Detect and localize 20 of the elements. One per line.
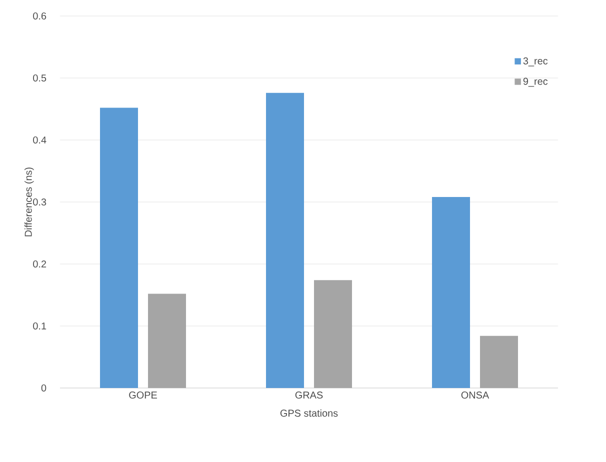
y-tick-label: 0.3 xyxy=(33,198,46,206)
bar xyxy=(100,108,138,388)
legend-label: 3_rec xyxy=(523,57,548,66)
bar xyxy=(314,280,352,388)
x-tick-label: ONSA xyxy=(461,392,490,399)
y-axis-title: Differences (ns) xyxy=(24,168,34,236)
y-tick-label: 0.2 xyxy=(33,260,46,268)
bar xyxy=(480,336,518,388)
bar xyxy=(148,294,186,388)
y-tick-label: 0 xyxy=(41,384,46,392)
x-tick-label: GRAS xyxy=(295,392,323,399)
legend-label: 9_rec xyxy=(523,78,548,87)
y-tick-label: 0.5 xyxy=(33,74,46,82)
bar xyxy=(266,92,304,388)
x-axis-title: GPS stations xyxy=(280,409,338,417)
y-tick-label: 0.1 xyxy=(33,322,46,330)
bar xyxy=(432,197,470,388)
x-tick-label: GOPE xyxy=(129,392,157,399)
y-tick-label: 0.6 xyxy=(33,12,46,20)
y-tick-label: 0.4 xyxy=(33,136,46,144)
